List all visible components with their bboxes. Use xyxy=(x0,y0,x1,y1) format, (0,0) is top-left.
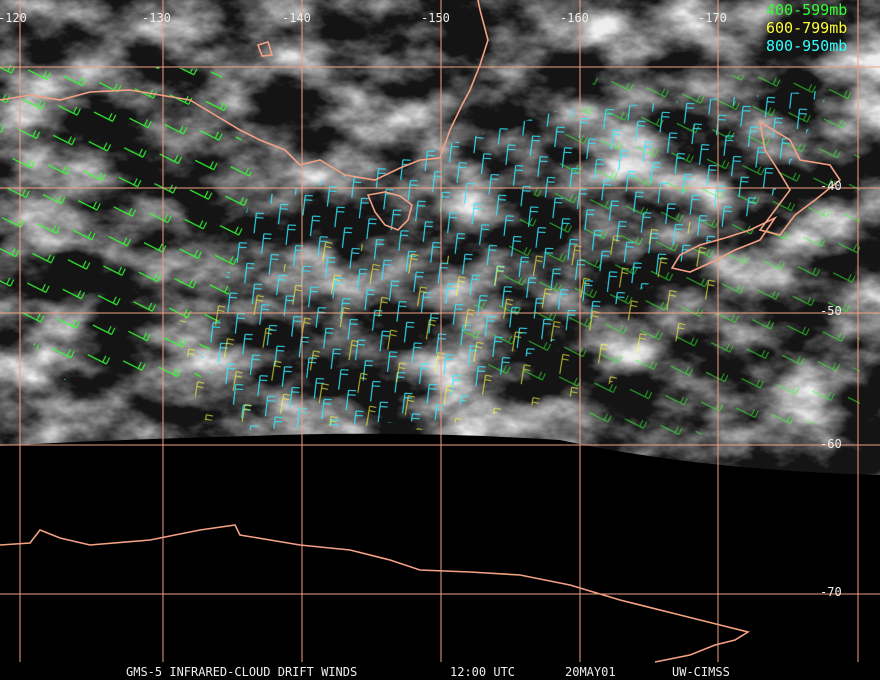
footer-time: 12:00 UTC xyxy=(450,665,515,679)
lat-label: -60 xyxy=(820,437,842,451)
lon-label: -160 xyxy=(560,11,589,25)
legend-entry: 600-799mb xyxy=(766,19,847,37)
graticule xyxy=(0,0,880,662)
longitude-labels: -120 -130 -140 -150 -160 -170 xyxy=(0,11,727,25)
lat-label: -50 xyxy=(820,304,842,318)
footer-date: 20MAY01 xyxy=(565,665,616,679)
footer-source: UW-CIMSS xyxy=(672,665,730,679)
legend-entry: 400-599mb xyxy=(766,1,847,19)
lat-label: -70 xyxy=(820,585,842,599)
footer: GMS-5 INFRARED-CLOUD DRIFT WINDS 12:00 U… xyxy=(126,665,730,679)
legend: 400-599mb 600-799mb 800-950mb xyxy=(766,1,847,55)
lat-label: -40 xyxy=(820,179,842,193)
lon-label: -130 xyxy=(142,11,171,25)
wind-barbs xyxy=(0,60,860,440)
lon-label: -170 xyxy=(698,11,727,25)
coastlines xyxy=(0,0,842,663)
latitude-labels: -40 -50 -60 -70 xyxy=(820,179,842,599)
footer-title: GMS-5 INFRARED-CLOUD DRIFT WINDS xyxy=(126,665,357,679)
lon-label: -150 xyxy=(421,11,450,25)
lon-label: -140 xyxy=(282,11,311,25)
legend-entry: 800-950mb xyxy=(766,37,847,55)
lon-label: -120 xyxy=(0,11,27,25)
